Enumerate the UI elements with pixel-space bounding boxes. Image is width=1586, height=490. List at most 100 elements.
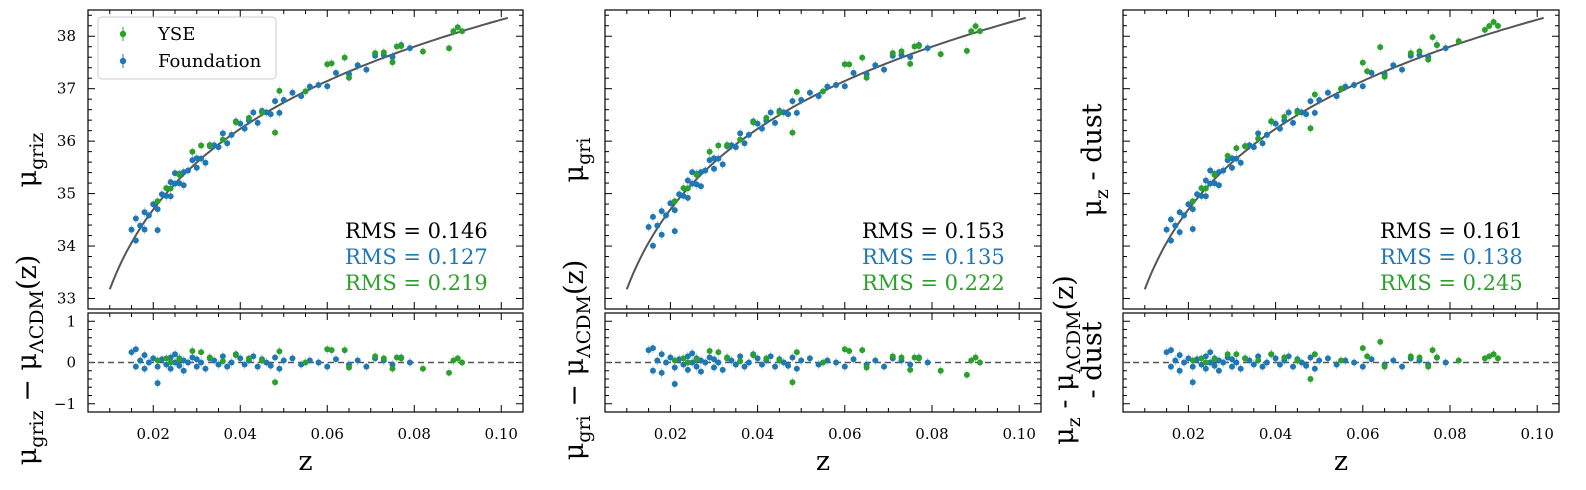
point-residual-yse: [1455, 357, 1462, 364]
point-top-foundation: [663, 212, 670, 219]
point-residual-foundation: [180, 367, 187, 374]
point-residual-yse: [346, 364, 352, 371]
point-residual-yse: [1224, 351, 1231, 358]
point-residual-foundation: [215, 361, 222, 368]
point-top-yse: [846, 61, 853, 68]
point-residual-foundation: [1324, 355, 1331, 362]
x-tick-label: 0.04: [741, 425, 774, 443]
point-residual-yse: [459, 359, 466, 366]
point-residual-foundation: [1176, 352, 1183, 359]
point-top-foundation: [276, 109, 283, 116]
y-axis-label-top: μz - dust: [1077, 103, 1113, 216]
point-residual-foundation: [1368, 356, 1375, 363]
point-residual-foundation: [728, 357, 735, 364]
point-residual-yse: [163, 355, 170, 362]
point-top-foundation: [1189, 226, 1196, 233]
point-top-foundation: [732, 144, 739, 151]
y-tick-label: 34: [57, 237, 76, 255]
point-top-yse: [189, 148, 196, 155]
point-residual-foundation: [167, 365, 174, 372]
y-tick-label: −1: [54, 395, 76, 413]
point-residual-yse: [898, 354, 905, 361]
x-tick-label: 0.08: [1433, 425, 1466, 443]
point-top-foundation: [1229, 164, 1235, 171]
point-residual-foundation: [1290, 363, 1297, 370]
point-top-yse: [1455, 38, 1462, 45]
point-residual-foundation: [684, 366, 691, 373]
point-top-foundation: [1276, 125, 1283, 132]
point-residual-yse: [1433, 354, 1440, 361]
panel-griz: 0.02 0.04 0.06 0.08 0.10 z 33 34 35 36 37 38 −1 0 1 μgr…: [12, 9, 524, 477]
point-residual-foundation: [332, 356, 339, 363]
point-residual-yse: [1242, 355, 1249, 362]
point-residual-foundation: [658, 351, 665, 358]
point-top-yse: [176, 171, 183, 178]
point-residual-yse: [198, 349, 205, 356]
point-residual-foundation: [1189, 363, 1196, 370]
point-residual-foundation: [254, 363, 261, 370]
point-top-yse: [841, 61, 848, 68]
point-top-foundation: [1215, 182, 1222, 189]
x-axis-label: z: [816, 446, 830, 477]
point-residual-foundation: [1172, 357, 1179, 364]
point-residual-foundation: [145, 359, 152, 366]
point-top-foundation: [671, 228, 678, 235]
point-residual-yse: [684, 359, 691, 366]
point-residual-yse: [907, 366, 914, 373]
point-residual-foundation: [732, 361, 739, 368]
point-top-foundation: [1167, 237, 1174, 244]
point-top-yse: [706, 148, 713, 155]
point-top-yse: [859, 54, 866, 61]
legend-entry-foundation: Foundation: [119, 51, 262, 72]
point-residual-yse: [724, 354, 731, 361]
point-residual-yse: [820, 359, 826, 366]
legend-frame: [97, 16, 277, 80]
point-residual-foundation: [1259, 363, 1266, 370]
point-residual-yse: [737, 358, 744, 365]
point-residual-foundation: [1307, 354, 1314, 361]
point-residual-yse: [272, 379, 279, 386]
point-top-yse: [937, 51, 944, 58]
point-top-yse: [459, 28, 466, 35]
point-top-yse: [302, 88, 309, 95]
point-residual-yse: [245, 355, 252, 362]
rms-label: RMS = 0.153: [862, 219, 1005, 243]
point-residual-foundation: [137, 357, 144, 364]
point-top-foundation: [280, 96, 287, 103]
point-residual-foundation: [267, 362, 274, 369]
point-residual-foundation: [667, 354, 674, 361]
point-top-yse: [898, 48, 905, 55]
point-top-yse: [1202, 185, 1209, 192]
point-top-yse: [776, 109, 783, 116]
point-residual-yse: [1381, 363, 1388, 370]
point-top-foundation: [1185, 201, 1192, 208]
point-top-yse: [763, 114, 770, 121]
point-top-foundation: [785, 111, 792, 118]
point-top-foundation: [406, 45, 413, 52]
point-residual-foundation: [881, 363, 888, 370]
point-top-yse: [1255, 135, 1262, 142]
point-residual-foundation: [132, 363, 139, 370]
point-residual-foundation: [1220, 359, 1227, 366]
point-top-foundation: [132, 215, 139, 222]
point-top-yse: [889, 50, 896, 57]
point-residual-foundation: [193, 356, 200, 363]
point-top-foundation: [702, 167, 709, 174]
point-top-foundation: [219, 130, 226, 137]
point-top-foundation: [907, 54, 914, 61]
point-residual-yse: [859, 347, 866, 354]
point-top-yse: [393, 43, 400, 50]
point-top-yse: [1311, 91, 1318, 98]
y-axis-label-bottom: μgriz − μΛCDM(z): [12, 255, 48, 466]
point-top-yse: [206, 142, 213, 149]
panels-layer: 0.02 0.04 0.06 0.08 0.10 z 33 34 35 36 37 38 −1 0 1 μgr…: [12, 9, 1560, 477]
x-tick-label: 0.08: [915, 425, 948, 443]
point-residual-yse: [341, 347, 348, 354]
point-top-yse: [693, 171, 700, 178]
point-top-yse: [684, 185, 691, 192]
point-residual-yse: [793, 349, 800, 356]
point-residual-yse: [154, 357, 161, 364]
point-residual-yse: [446, 369, 453, 376]
point-residual-foundation: [193, 363, 200, 370]
point-top-foundation: [798, 96, 805, 103]
